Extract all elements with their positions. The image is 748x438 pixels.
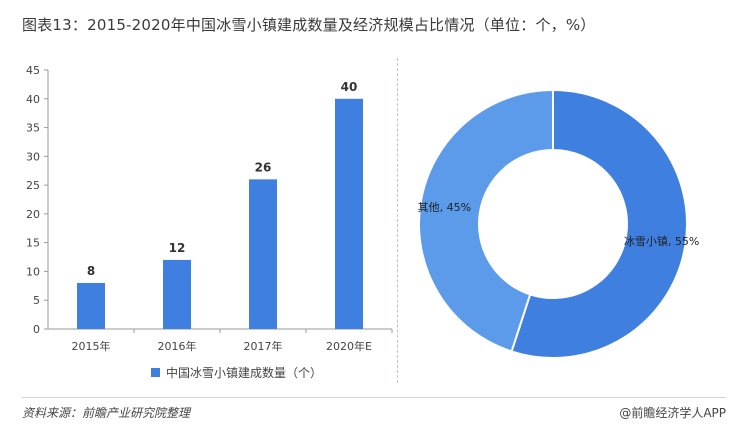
- bar: [163, 259, 191, 329]
- x-tick-label: 2020年E: [326, 339, 372, 353]
- y-tick-label: 30: [26, 150, 40, 163]
- chart-title: 图表13：2015-2020年中国冰雪小镇建成数量及经济规模占比情况（单位：个，…: [22, 16, 596, 34]
- bar-value-label: 8: [87, 264, 95, 278]
- y-tick-label: 35: [26, 122, 40, 135]
- footer-divider: [22, 397, 726, 398]
- bar: [249, 179, 277, 329]
- bar-value-label: 40: [341, 80, 358, 94]
- x-tick-label: 2017年: [244, 339, 283, 353]
- donut-slice: [510, 88, 688, 359]
- panel-divider: [397, 58, 398, 383]
- y-tick-label: 15: [26, 237, 40, 250]
- bar-legend: 中国冰雪小镇建成数量（个）: [151, 364, 322, 381]
- legend-label: 中国冰雪小镇建成数量（个）: [166, 366, 323, 380]
- y-tick-label: 5: [33, 294, 40, 307]
- bar-value-label: 26: [255, 160, 272, 174]
- x-tick-label: 2016年: [158, 339, 197, 353]
- y-tick-label: 25: [26, 179, 40, 192]
- y-tick-label: 10: [26, 265, 40, 278]
- donut-slice: [418, 88, 554, 353]
- y-tick-label: 20: [26, 208, 40, 221]
- slice-label: 冰雪小镇, 55%: [624, 234, 699, 248]
- credit-note: @前瞻经济学人APP: [619, 406, 726, 420]
- source-note: 资料来源：前瞻产业研究院整理: [22, 406, 191, 420]
- x-tick-label: 2015年: [72, 339, 111, 353]
- bar-value-label: 12: [169, 241, 186, 255]
- y-tick-label: 45: [26, 64, 40, 77]
- bar-chart: 0 5 10 15 20 25 30 35 40 45 8 2015年 12 2016年 26 2017年 40…: [26, 64, 393, 353]
- legend-swatch: [151, 368, 160, 377]
- bar: [77, 282, 105, 329]
- slice-label: 其他, 45%: [418, 201, 471, 214]
- y-tick-label: 0: [33, 323, 40, 336]
- bar: [335, 98, 363, 330]
- donut-chart: 冰雪小镇, 55% 其他, 45%: [418, 88, 699, 359]
- y-tick-label: 40: [26, 93, 40, 106]
